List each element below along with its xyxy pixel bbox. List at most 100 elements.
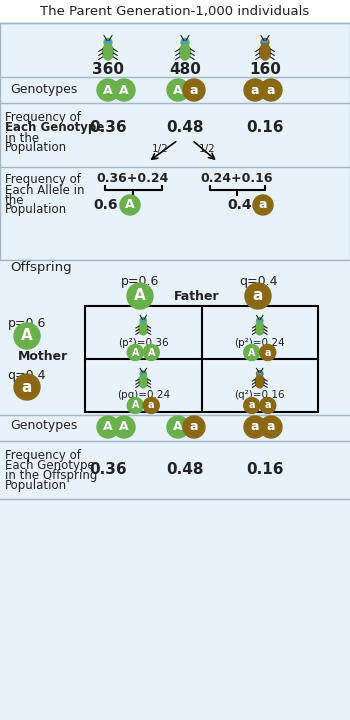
Text: in the Offspring: in the Offspring bbox=[5, 469, 97, 482]
Text: Each Genotype: Each Genotype bbox=[5, 122, 104, 135]
Circle shape bbox=[260, 319, 262, 321]
Text: Frequency of: Frequency of bbox=[5, 174, 81, 186]
Circle shape bbox=[261, 38, 269, 46]
Circle shape bbox=[181, 38, 189, 46]
Circle shape bbox=[113, 416, 135, 438]
Text: (q²)=0.16: (q²)=0.16 bbox=[234, 390, 285, 400]
Text: (pq)=0.24: (pq)=0.24 bbox=[117, 390, 170, 400]
Text: 0.36+0.24: 0.36+0.24 bbox=[97, 171, 169, 184]
Ellipse shape bbox=[139, 375, 148, 388]
Ellipse shape bbox=[103, 44, 113, 60]
Circle shape bbox=[253, 195, 273, 215]
Text: Genotypes: Genotypes bbox=[10, 84, 77, 96]
Text: 0.16: 0.16 bbox=[246, 462, 284, 477]
Text: Population: Population bbox=[5, 204, 67, 217]
Circle shape bbox=[108, 40, 111, 42]
Text: A: A bbox=[173, 84, 183, 96]
Text: The Parent Generation-1,000 individuals: The Parent Generation-1,000 individuals bbox=[40, 6, 310, 19]
Text: A: A bbox=[147, 348, 155, 358]
Text: A: A bbox=[134, 289, 146, 304]
Circle shape bbox=[127, 283, 153, 309]
Circle shape bbox=[141, 372, 143, 374]
Text: q=0.4: q=0.4 bbox=[239, 276, 277, 289]
Text: a: a bbox=[253, 289, 263, 304]
Text: in the: in the bbox=[5, 132, 39, 145]
Text: q=0.4: q=0.4 bbox=[8, 369, 46, 382]
Circle shape bbox=[244, 416, 266, 438]
Circle shape bbox=[244, 344, 260, 361]
Text: p=0.6: p=0.6 bbox=[121, 276, 159, 289]
Circle shape bbox=[262, 40, 265, 42]
Text: Father: Father bbox=[174, 289, 220, 302]
Text: Each Allele in: Each Allele in bbox=[5, 184, 84, 197]
Text: Each Genotype: Each Genotype bbox=[5, 459, 95, 472]
Circle shape bbox=[257, 371, 263, 377]
Text: A: A bbox=[132, 400, 139, 410]
Text: A: A bbox=[21, 328, 33, 343]
Circle shape bbox=[113, 79, 135, 101]
Text: a: a bbox=[259, 199, 267, 212]
Bar bbox=[85, 306, 318, 412]
Text: 0.36: 0.36 bbox=[89, 462, 127, 477]
Circle shape bbox=[143, 344, 159, 361]
Bar bbox=[0, 23, 350, 260]
Text: a: a bbox=[22, 379, 32, 395]
Circle shape bbox=[144, 319, 145, 321]
Ellipse shape bbox=[139, 322, 148, 335]
Text: 0.6: 0.6 bbox=[93, 198, 118, 212]
Text: a: a bbox=[190, 420, 198, 433]
Circle shape bbox=[257, 318, 263, 324]
Circle shape bbox=[260, 397, 276, 413]
Text: Offspring: Offspring bbox=[10, 261, 72, 274]
Circle shape bbox=[265, 40, 268, 42]
Circle shape bbox=[144, 372, 145, 374]
Text: 480: 480 bbox=[169, 63, 201, 78]
Circle shape bbox=[120, 195, 140, 215]
Text: 0.24+0.16: 0.24+0.16 bbox=[201, 171, 273, 184]
Text: A: A bbox=[103, 420, 113, 433]
Text: 360: 360 bbox=[92, 63, 124, 78]
Text: Population: Population bbox=[5, 479, 67, 492]
Circle shape bbox=[104, 38, 112, 46]
Circle shape bbox=[183, 79, 205, 101]
Text: A: A bbox=[173, 420, 183, 433]
Text: a: a bbox=[190, 84, 198, 96]
Ellipse shape bbox=[180, 44, 190, 60]
Text: a: a bbox=[265, 348, 271, 358]
Text: 1/2: 1/2 bbox=[199, 144, 215, 154]
Text: 0.36: 0.36 bbox=[89, 120, 127, 135]
Circle shape bbox=[143, 397, 159, 413]
Text: the: the bbox=[5, 194, 24, 207]
Circle shape bbox=[140, 318, 146, 324]
Text: Genotypes: Genotypes bbox=[10, 420, 77, 433]
Circle shape bbox=[183, 416, 205, 438]
Circle shape bbox=[127, 397, 143, 413]
Circle shape bbox=[97, 416, 119, 438]
Circle shape bbox=[141, 319, 143, 321]
Text: a: a bbox=[248, 400, 255, 410]
Circle shape bbox=[260, 79, 282, 101]
Text: Frequency of: Frequency of bbox=[5, 112, 81, 125]
Text: a: a bbox=[267, 420, 275, 433]
Circle shape bbox=[182, 40, 185, 42]
Text: Mother: Mother bbox=[18, 351, 68, 364]
Circle shape bbox=[105, 40, 108, 42]
Text: p=0.6: p=0.6 bbox=[8, 317, 46, 330]
Circle shape bbox=[260, 344, 276, 361]
Circle shape bbox=[258, 372, 260, 374]
Ellipse shape bbox=[259, 44, 271, 60]
Text: Frequency of: Frequency of bbox=[5, 449, 81, 462]
Circle shape bbox=[167, 79, 189, 101]
Text: a: a bbox=[267, 84, 275, 96]
Text: 0.4: 0.4 bbox=[228, 198, 252, 212]
Circle shape bbox=[127, 344, 143, 361]
Circle shape bbox=[14, 323, 40, 349]
Text: (p²)=0.24: (p²)=0.24 bbox=[234, 338, 285, 348]
Text: a: a bbox=[148, 400, 154, 410]
Circle shape bbox=[244, 79, 266, 101]
Text: 1/2: 1/2 bbox=[152, 144, 168, 154]
Circle shape bbox=[260, 372, 262, 374]
Circle shape bbox=[167, 416, 189, 438]
Circle shape bbox=[258, 319, 260, 321]
Circle shape bbox=[97, 79, 119, 101]
